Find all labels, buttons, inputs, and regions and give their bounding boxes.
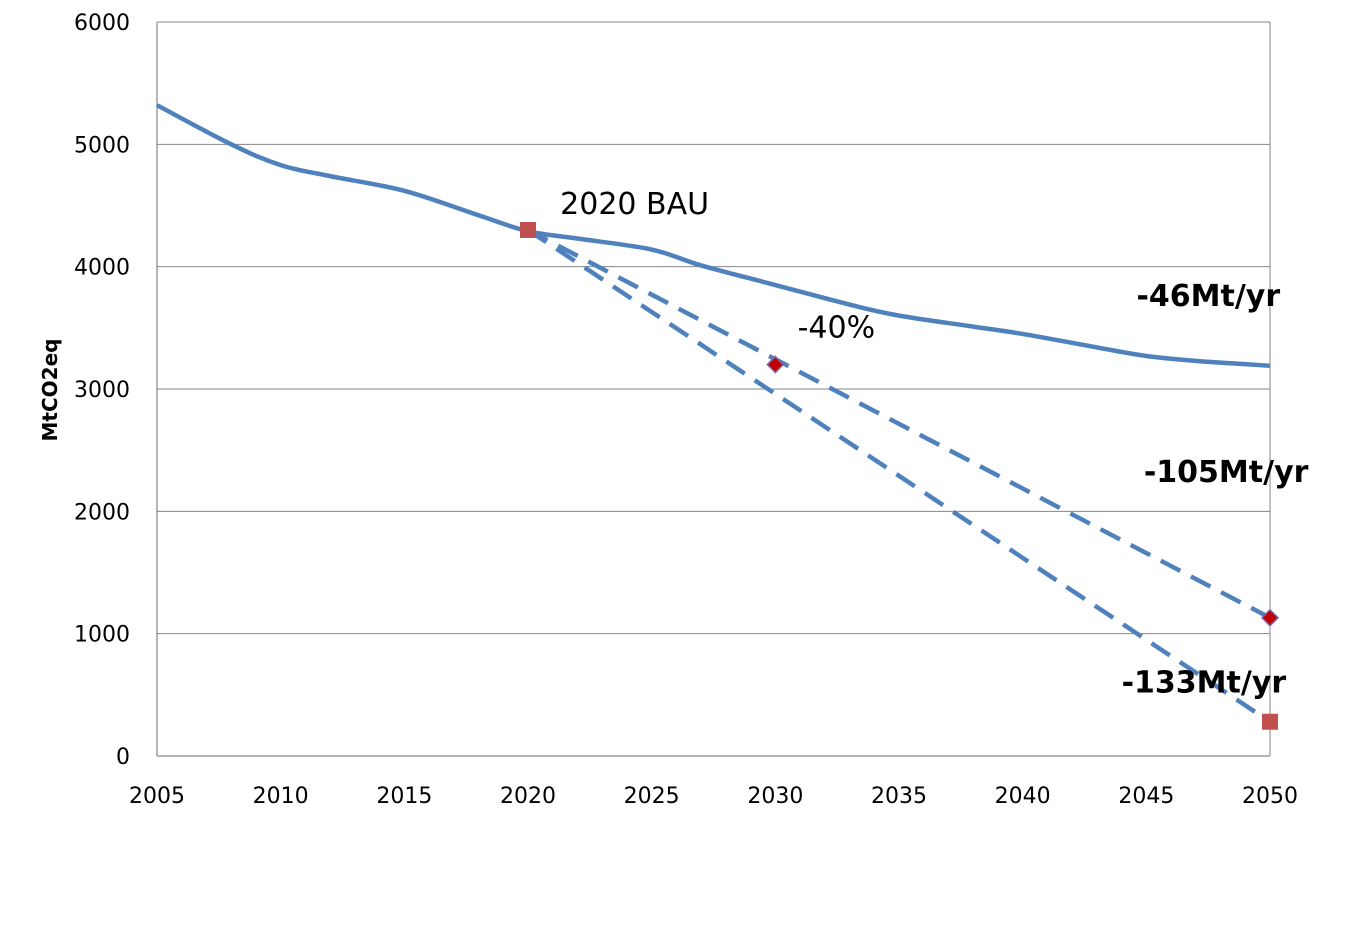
reduction-pathway-line-2 (526, 228, 1272, 724)
annotation-label: -133Mt/yr (1122, 665, 1287, 700)
square-marker (1262, 713, 1278, 730)
diamond-marker (766, 355, 785, 374)
y-tick-label: 0 (116, 745, 130, 770)
y-axis-label: MtCO2eq (38, 339, 62, 442)
y-tick-label: 1000 (74, 623, 130, 648)
y-tick-label: 4000 (74, 256, 130, 281)
annotation-label: 2020 BAU (560, 187, 709, 222)
y-tick-label: 6000 (74, 11, 130, 36)
y-tick-label: 5000 (74, 133, 130, 158)
tick-labels: 0 1000 2000 3000 4000 5000 6000 2005 2010 2015 202… (74, 11, 1298, 809)
x-tick-label: 2045 (1118, 784, 1174, 809)
axes (156, 22, 1270, 757)
annotation-label: -105Mt/yr (1144, 455, 1309, 490)
annotation-label: -46Mt/yr (1136, 279, 1280, 314)
x-tick-label: 2035 (871, 784, 927, 809)
x-tick-label: 2010 (253, 784, 309, 809)
reduction-pathway-line-1 (526, 227, 1272, 620)
series-layer (155, 103, 1272, 724)
x-tick-label: 2015 (376, 784, 432, 809)
annotation-label: -40% (798, 311, 876, 346)
y-tick-label: 2000 (74, 500, 130, 525)
markers-layer (520, 221, 1280, 730)
x-tick-label: 2020 (500, 784, 556, 809)
gridlines (157, 21, 1271, 756)
x-tick-label: 2050 (1242, 784, 1298, 809)
x-tick-label: 2030 (747, 784, 803, 809)
y-tick-label: 3000 (74, 378, 130, 403)
square-marker (520, 221, 536, 238)
x-tick-label: 2025 (624, 784, 680, 809)
bau-emissions-line (155, 103, 1271, 369)
diamond-marker (1260, 608, 1280, 627)
x-tick-label: 2005 (129, 784, 185, 809)
annotations-layer: 2020 BAU -40% -46Mt/yr -105Mt/yr -133Mt/yr (560, 187, 1308, 700)
x-tick-label: 2040 (995, 784, 1051, 809)
